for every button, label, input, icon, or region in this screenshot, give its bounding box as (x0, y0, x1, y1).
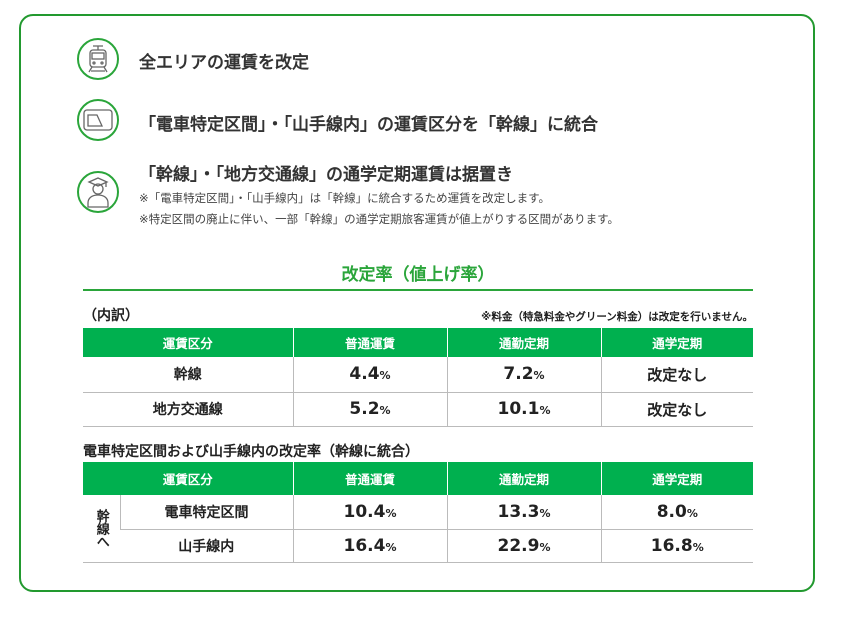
category-cell: 山手線内 (120, 529, 294, 563)
commuter-cell: 7.2% (446, 357, 601, 393)
item-heading: 全エリアの運賃を改定 (139, 53, 309, 73)
note: ※「電車特定区間」・「山手線内」は「幹線」に統合するため運賃を改定します。 (139, 191, 550, 205)
regular-cell: 5.2% (292, 392, 447, 427)
header-cell: 通学定期 (600, 328, 753, 357)
table-row: 幹線 4.4% 7.2% 改定なし (83, 357, 753, 393)
category-cell: 電車特定区間 (119, 495, 294, 530)
header-cell: 運賃区分 (83, 462, 294, 495)
regular-cell: 10.4% (292, 495, 448, 530)
title-underline (83, 289, 753, 291)
table-header: 運賃区分 普通運賃 通勤定期 通学定期 (83, 328, 753, 357)
item-heading: 「電車特定区間」・「山手線内」の運賃区分を「幹線」に統合 (139, 115, 598, 135)
train-icon (77, 38, 119, 80)
side-label: 幹線へ (83, 495, 120, 563)
category-cell: 地方交通線 (83, 392, 293, 427)
table-row: 地方交通線 5.2% 10.1% 改定なし (83, 392, 753, 427)
note: ※特定区間の廃止に伴い、一部「幹線」の通学定期旅客運賃が値上がりする区間がありま… (139, 212, 619, 226)
header-cell: 普通運賃 (292, 462, 448, 495)
commuter-cell: 10.1% (446, 392, 601, 427)
commuter-cell: 13.3% (446, 495, 602, 530)
table2-title: 電車特定区間および山手線内の改定率（幹線に統合） (83, 444, 419, 460)
rate-table: 運賃区分 普通運賃 通勤定期 通学定期 幹線 4.4% 7.2% 改定なし 地方交通線… (83, 328, 753, 427)
section-title: 改定率（値上げ率） (341, 265, 495, 285)
breakdown-label: （内訳） (83, 308, 139, 324)
student-cell: 改定なし (600, 357, 753, 393)
header-cell: 運賃区分 (83, 328, 293, 357)
student-cell: 改定なし (600, 392, 753, 427)
header-cell: 通勤定期 (446, 328, 601, 357)
table-row: 山手線内 16.4% 22.9% 16.8% (83, 529, 754, 563)
content-frame (19, 14, 815, 592)
student-cell: 8.0% (600, 495, 754, 530)
header-cell: 普通運賃 (292, 328, 447, 357)
regular-cell: 16.4% (292, 529, 448, 563)
table-row: 幹線へ 電車特定区間 10.4% 13.3% 8.0% (83, 495, 754, 563)
item-heading: 「幹線」・「地方交通線」の通学定期運賃は据置き (139, 165, 513, 185)
student-icon (77, 171, 119, 213)
ic-card-icon (77, 99, 119, 141)
merge-rate-table: 運賃区分 普通運賃 通勤定期 通学定期 幹線へ 電車特定区間 10.4% 13.3% … (83, 462, 754, 563)
commuter-cell: 22.9% (446, 529, 602, 563)
header-cell: 通勤定期 (446, 462, 602, 495)
category-cell: 幹線 (83, 357, 293, 393)
header-cell: 通学定期 (600, 462, 754, 495)
table-header: 運賃区分 普通運賃 通勤定期 通学定期 (83, 462, 754, 495)
student-cell: 16.8% (600, 529, 754, 563)
fee-note: ※料金（特急料金やグリーン料金）は改定を行いません。 (481, 311, 753, 323)
regular-cell: 4.4% (292, 357, 447, 393)
